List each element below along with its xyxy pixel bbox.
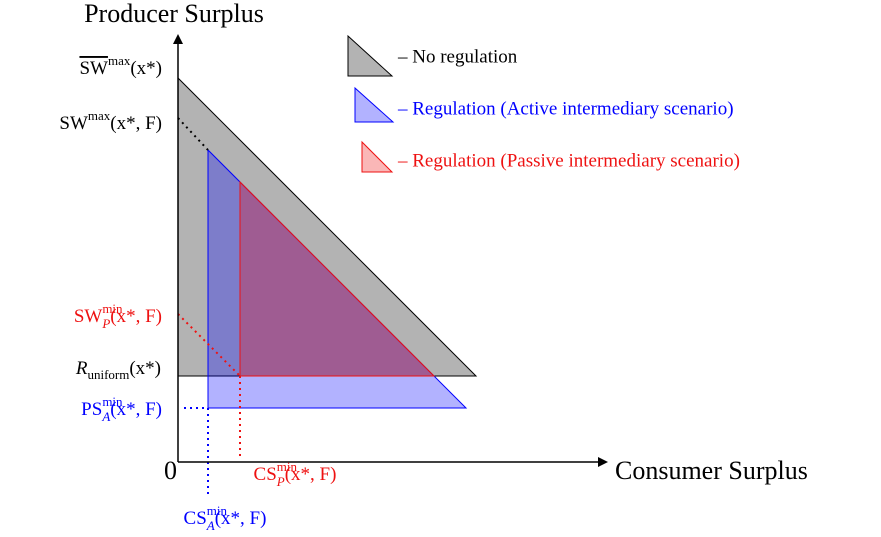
legend-swatch — [361, 140, 394, 173]
label-base: PS — [81, 399, 102, 420]
label-sup: max — [108, 53, 131, 68]
label-arg: (x*, F) — [110, 113, 162, 134]
label-sup: min — [277, 459, 298, 474]
label-text: SWmax(x*) — [79, 53, 162, 79]
passive-region — [239, 180, 436, 377]
label-sub: A — [101, 409, 110, 424]
legend-label: – Regulation (Passive intermediary scena… — [397, 150, 740, 171]
guide — [177, 313, 241, 377]
math-label: SWmax(x*) — [79, 53, 162, 79]
x-axis-label: Consumer Surplus — [615, 456, 808, 485]
label-text: CSmin A(x*, F) — [184, 503, 267, 533]
label-arg: (x*) — [129, 358, 161, 379]
y-axis-label: Producer Surplus — [84, 0, 264, 28]
label-text: CSmin P(x*, F) — [254, 459, 337, 489]
legend-swatch — [354, 86, 395, 123]
label-base: CS — [254, 464, 277, 485]
label-sup: min — [102, 394, 123, 409]
legend-swatch — [347, 34, 394, 77]
label-arg: (x*, F) — [285, 464, 337, 485]
label-base: SW — [74, 306, 103, 327]
label-sub: P — [101, 316, 110, 331]
label-text: PSmin A(x*, F) — [81, 394, 162, 424]
math-label: SWmax(x*, F) — [59, 108, 162, 134]
label-base: CS — [184, 508, 207, 529]
math-label: SWmin P(x*, F) — [74, 301, 162, 331]
label-sup: max — [88, 108, 111, 123]
label-base: SW — [79, 58, 108, 79]
label-arg: (x*, F) — [110, 399, 162, 420]
legend-label: – No regulation — [397, 46, 518, 67]
label-arg: (x*, F) — [215, 508, 267, 529]
math-label: Runiform(x*) — [75, 358, 161, 382]
label-sub: A — [206, 518, 215, 533]
label-text: SWmin P(x*, F) — [74, 301, 162, 331]
origin-label: 0 — [164, 456, 177, 485]
math-label: PSmin A(x*, F) — [81, 394, 162, 424]
label-text: Runiform(x*) — [75, 358, 161, 382]
label-base: SW — [59, 113, 88, 134]
legend-label: – Regulation (Active intermediary scenar… — [397, 98, 734, 119]
math-label: CSmin P(x*, F) — [254, 459, 337, 489]
label-sub: uniform — [87, 367, 129, 382]
label-sub: P — [276, 474, 285, 489]
label-arg: (x*, F) — [110, 306, 162, 327]
label-sup: min — [102, 301, 123, 316]
label-base: R — [75, 358, 88, 379]
label-sup: min — [207, 503, 228, 518]
math-label: CSmin A(x*, F) — [184, 503, 267, 533]
label-text: SWmax(x*, F) — [59, 108, 162, 134]
label-arg: (x*) — [130, 58, 162, 79]
guide — [177, 117, 209, 151]
